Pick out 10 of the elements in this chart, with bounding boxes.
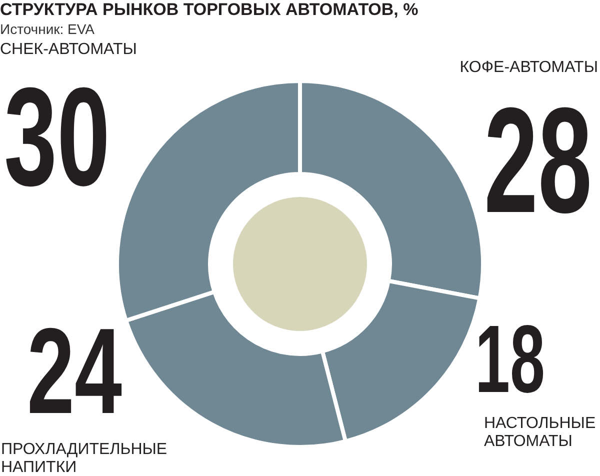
slice-label: ПРОХЛАДИТЕЛЬНЫЕ НАПИТКИ [1, 441, 168, 476]
data-label: 18 [475, 306, 546, 414]
slice-label: СНЕК-АВТОМАТЫ [0, 41, 137, 58]
chart-title: СТРУКТУРА РЫНКОВ ТОРГОВЫХ АВТОМАТОВ, % [0, 0, 418, 20]
slice-label: НАСТОЛЬНЫЕ АВТОМАТЫ [484, 415, 596, 450]
data-label: 28 [484, 76, 592, 244]
slice-label: КОФЕ-АВТОМАТЫ [460, 59, 598, 76]
chart-subtitle: Источник: EVA [0, 20, 95, 38]
data-label: 24 [27, 304, 122, 440]
data-label: 30 [4, 60, 110, 216]
